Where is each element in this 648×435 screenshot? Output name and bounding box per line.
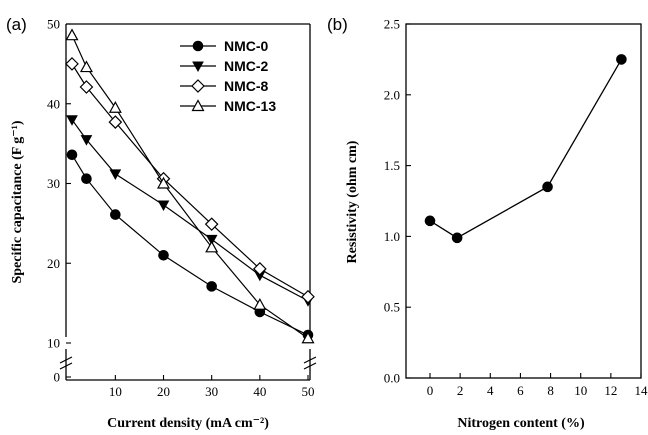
legend-label: NMC-13 [224, 98, 276, 114]
data-point-nmc-13 [79, 60, 93, 73]
y-tick-label: 0 [54, 370, 61, 385]
legend-label: NMC-0 [224, 38, 269, 54]
y-tick-label: 2.5 [384, 17, 400, 32]
data-point-nmc-2 [109, 169, 122, 180]
x-tick-label: 40 [253, 384, 266, 399]
data-point-nmc-2 [66, 115, 78, 126]
data-point-nmc-0 [158, 249, 169, 261]
data-point-nmc-13 [253, 297, 267, 310]
y-tick-label: 40 [47, 96, 60, 111]
data-point-nmc-8 [204, 217, 219, 232]
x-tick-label: 2 [457, 383, 464, 398]
panel-b: 0.0 0.5 1.0 1.5 2.0 2.5 0 2 4 6 8 10 12 14 (b) Nitrogen… [327, 15, 648, 431]
x-axis-label: Nitrogen content (%) [457, 416, 585, 431]
data-point-nmc-13 [65, 28, 79, 41]
data-point-nmc-13 [205, 240, 219, 253]
series-line-nmc-2 [71, 119, 309, 302]
y-tick-label: 0.5 [384, 300, 400, 315]
series-line-resistivity [429, 59, 622, 239]
y-tick-label: 2.0 [384, 87, 400, 102]
data-point-nmc-8 [79, 80, 94, 94]
legend-marker [191, 79, 205, 93]
data-point-resistivity [616, 54, 627, 65]
series-line-nmc-0 [71, 154, 309, 336]
legend-label: NMC-2 [224, 58, 269, 74]
data-point-nmc-13 [156, 176, 171, 189]
y-axis-break-right [303, 362, 317, 370]
data-point-resistivity [424, 215, 436, 227]
y-axis-break [59, 362, 73, 370]
data-point-resistivity [542, 181, 553, 193]
data-point-nmc-0 [81, 173, 92, 185]
x-tick-label: 30 [205, 384, 218, 399]
legend-label: NMC-8 [224, 78, 269, 94]
data-point-resistivity [451, 232, 463, 244]
data-point-nmc-13 [108, 100, 122, 113]
x-tick-label: 10 [574, 383, 587, 398]
x-axis-label: Current density (mA cm⁻²) [107, 416, 269, 431]
y-axis-label: Resistivity (ohm cm) [345, 140, 360, 263]
data-point-nmc-8 [252, 261, 267, 276]
legend-marker [191, 99, 205, 112]
y-tick-label: 30 [47, 176, 60, 191]
data-point-nmc-13 [301, 331, 315, 344]
x-tick-label: 14 [635, 383, 648, 398]
data-point-nmc-0 [110, 209, 121, 220]
y-tick-label: 1.0 [384, 229, 400, 244]
y-axis-label: Specific capacitance (F g⁻¹) [10, 120, 25, 283]
x-tick-label: 12 [604, 383, 617, 398]
x-tick-label: 6 [517, 383, 524, 398]
y-tick-label: 20 [47, 256, 60, 271]
legend-marker [192, 40, 204, 52]
panel-a: 0 10 20 30 40 50 10 20 30 40 50 NMC-0 NMC-2 NMC-8 NMC-… [6, 15, 317, 431]
data-point-nmc-2 [80, 135, 93, 146]
y-tick-label: 1.5 [384, 158, 400, 173]
data-point-nmc-8 [108, 115, 123, 129]
y-tick-label: 0.0 [384, 371, 400, 386]
x-tick-label: 8 [547, 383, 554, 398]
data-point-nmc-2 [157, 200, 170, 212]
data-point-nmc-8 [65, 57, 79, 71]
x-tick-label: 50 [302, 384, 315, 399]
x-tick-label: 20 [157, 384, 170, 399]
data-point-nmc-8 [301, 289, 315, 304]
panel-label: (a) [6, 15, 27, 34]
data-point-nmc-0 [66, 149, 78, 161]
y-tick-label: 50 [47, 17, 60, 32]
series-line-nmc-13 [71, 34, 309, 339]
x-tick-label: 4 [487, 383, 494, 398]
plot-frame [405, 23, 642, 379]
data-point-nmc-0 [206, 281, 217, 292]
x-tick-label: 10 [109, 384, 122, 399]
y-tick-label: 10 [47, 336, 60, 351]
data-point-nmc-2 [205, 234, 218, 246]
legend-marker [192, 61, 204, 73]
panel-label: (b) [327, 15, 348, 34]
y-axis-break-right [303, 356, 317, 364]
y-axis-break [59, 356, 73, 364]
x-tick-label: 0 [427, 383, 434, 398]
